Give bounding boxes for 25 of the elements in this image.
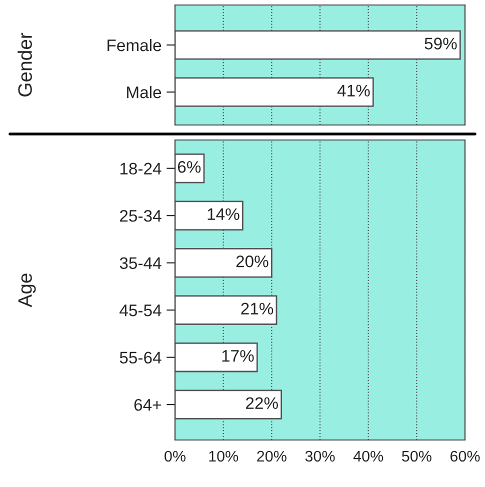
x-tick-label: 50% [402,450,432,462]
y-tick-label: 45-54 [120,304,162,316]
x-tick-label: 0% [164,450,186,462]
y-axis-title: Gender [18,32,32,96]
y-tick-label: 25-34 [120,210,162,222]
y-tick-label: 64+ [134,398,161,411]
data-label: 59% [424,38,457,50]
y-tick-label: Male [127,86,162,98]
x-tick-label: 30% [305,450,335,462]
data-label: 20% [236,256,268,268]
y-tick-label: Female [108,38,162,52]
x-tick-label: 40% [353,450,384,462]
y-axis-title: Age [18,274,36,308]
y-tick-label: 18-24 [120,162,162,175]
x-tick-label: 20% [257,450,286,462]
data-label: 17% [222,350,254,362]
x-tick-label: 10% [209,450,238,462]
data-label: 6% [178,161,201,173]
data-label: 21% [241,302,274,314]
data-label: 22% [246,397,278,409]
data-label: 14% [208,208,240,220]
data-label: 41% [337,84,370,96]
x-tick-label: 60% [450,450,480,462]
y-tick-label: 35-44 [120,257,162,270]
y-tick-label: 55-64 [120,352,162,364]
